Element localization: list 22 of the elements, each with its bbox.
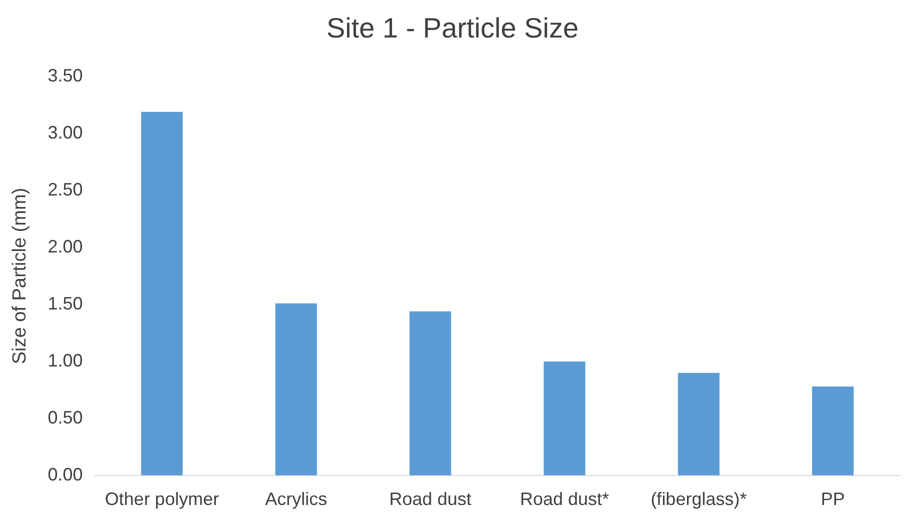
y-tick-label: 0.50 xyxy=(48,407,83,428)
y-tick-label: 3.00 xyxy=(48,122,83,143)
y-tick-label: 2.00 xyxy=(48,236,83,256)
bar xyxy=(544,361,586,476)
bar xyxy=(410,311,452,476)
y-tick-label: 3.50 xyxy=(48,66,83,86)
x-tick-label: Road dust* xyxy=(520,489,610,510)
chart-title: Site 1 - Particle Size xyxy=(326,12,579,44)
x-tick-label: Acrylics xyxy=(265,489,328,510)
y-axis-title: Size of Particle (mm) xyxy=(10,188,31,364)
x-tick-label: (fiberglass)* xyxy=(650,489,747,510)
y-tick-label: 1.50 xyxy=(48,293,83,314)
y-tick-label: 2.50 xyxy=(48,180,83,200)
bar xyxy=(141,112,183,476)
y-tick-label: 0.00 xyxy=(48,464,83,484)
y-tick-label: 1.00 xyxy=(48,350,83,370)
bar xyxy=(812,386,854,476)
bar xyxy=(678,372,720,476)
x-tick-label: Other polymer xyxy=(104,489,219,510)
bar xyxy=(275,303,317,476)
x-tick-label: PP xyxy=(820,489,845,510)
x-tick-label: Road dust xyxy=(389,489,472,510)
